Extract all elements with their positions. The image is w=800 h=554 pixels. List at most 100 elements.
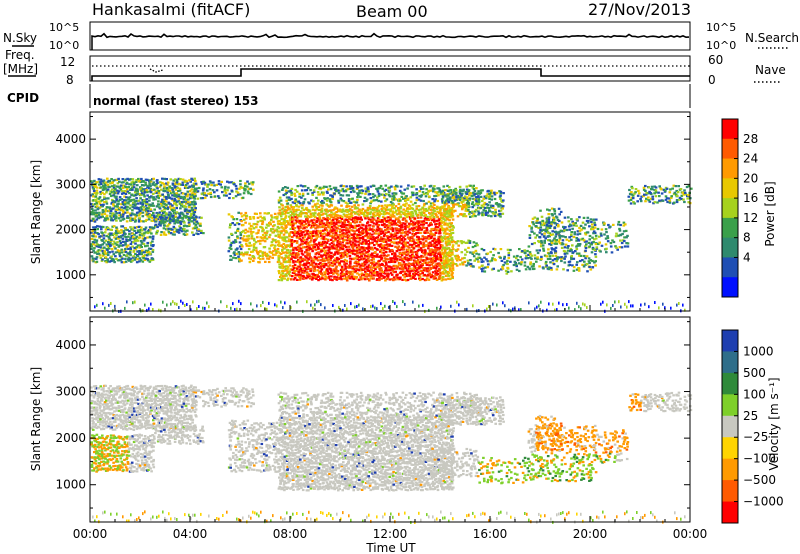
data-cell (292, 261, 295, 264)
data-cell (467, 197, 471, 200)
data-cell (450, 211, 454, 214)
data-cell (397, 245, 400, 248)
data-cell (485, 203, 488, 206)
data-cell (472, 197, 475, 200)
data-cell (173, 197, 176, 200)
data-cell (256, 236, 259, 239)
data-cell (442, 218, 446, 221)
data-cell (161, 177, 164, 180)
data-cell (144, 204, 148, 207)
data-cell (290, 222, 293, 225)
data-cell (289, 249, 293, 252)
data-cell (306, 273, 309, 276)
data-cell (373, 194, 377, 197)
data-cell (419, 195, 423, 198)
data-cell (263, 240, 267, 243)
data-cell (138, 217, 141, 220)
data-cell (444, 201, 447, 204)
data-cell (283, 212, 287, 215)
data-cell (385, 227, 389, 230)
data-cell (311, 250, 314, 253)
data-cell (356, 186, 359, 189)
data-cell (449, 212, 452, 215)
data-cell (249, 217, 252, 220)
data-cell (404, 258, 408, 261)
data-cell (215, 189, 219, 192)
data-cell (106, 217, 109, 220)
data-cell (92, 189, 96, 192)
data-cell (335, 272, 339, 275)
data-cell (322, 216, 325, 220)
data-cell (373, 239, 377, 243)
data-cell (353, 207, 357, 210)
data-cell (153, 215, 156, 219)
data-cell (151, 202, 154, 205)
data-cell (138, 179, 142, 182)
data-cell (340, 204, 343, 207)
data-cell (169, 232, 173, 235)
data-cell (288, 251, 291, 254)
data-cell (363, 249, 366, 252)
data-cell (96, 228, 99, 231)
data-cell (154, 198, 157, 201)
data-cell (458, 192, 462, 195)
data-cell (167, 201, 171, 204)
data-cell (108, 185, 111, 189)
data-cell (429, 215, 432, 218)
data-cell (99, 204, 103, 207)
data-cell (317, 251, 320, 254)
data-cell (369, 228, 372, 231)
data-cell (140, 177, 143, 181)
data-cell (112, 203, 115, 206)
data-cell (300, 196, 303, 199)
data-cell (227, 250, 231, 253)
data-cell (181, 196, 184, 199)
data-cell (284, 251, 288, 254)
data-cell (295, 252, 298, 255)
data-cell (456, 194, 460, 198)
data-cell (384, 204, 387, 207)
data-cell (317, 193, 320, 196)
data-cell (301, 204, 304, 207)
data-cell (441, 270, 445, 273)
data-cell (257, 240, 260, 243)
data-cell (368, 241, 372, 245)
data-cell (265, 254, 268, 258)
data-cell (412, 224, 415, 227)
data-cell (420, 269, 424, 272)
data-cell (448, 196, 452, 199)
data-cell (390, 244, 394, 247)
data-cell (391, 250, 394, 253)
data-cell (441, 262, 444, 265)
data-cell (370, 253, 374, 257)
data-cell (327, 277, 330, 280)
data-cell (342, 272, 345, 275)
data-cell (244, 182, 247, 185)
data-cell (348, 251, 351, 254)
data-cell (353, 253, 357, 256)
data-cell (327, 249, 330, 252)
data-cell (468, 263, 471, 266)
data-cell (429, 276, 433, 279)
data-cell (355, 201, 359, 204)
data-cell (163, 233, 166, 236)
data-cell (397, 209, 401, 212)
data-cell (304, 255, 307, 258)
data-cell (425, 263, 429, 266)
data-cell (370, 274, 374, 277)
data-cell (332, 186, 336, 189)
data-cell (115, 226, 118, 229)
data-cell (297, 208, 300, 211)
data-cell (320, 209, 324, 212)
data-cell (175, 221, 178, 224)
data-cell (92, 260, 95, 263)
data-cell (330, 211, 333, 214)
data-cell (335, 221, 339, 224)
data-cell (164, 206, 167, 210)
data-cell (477, 213, 480, 216)
data-cell (149, 236, 152, 239)
data-cell (176, 230, 179, 233)
data-cell (435, 241, 438, 244)
data-cell (151, 248, 155, 252)
data-cell (408, 231, 412, 234)
